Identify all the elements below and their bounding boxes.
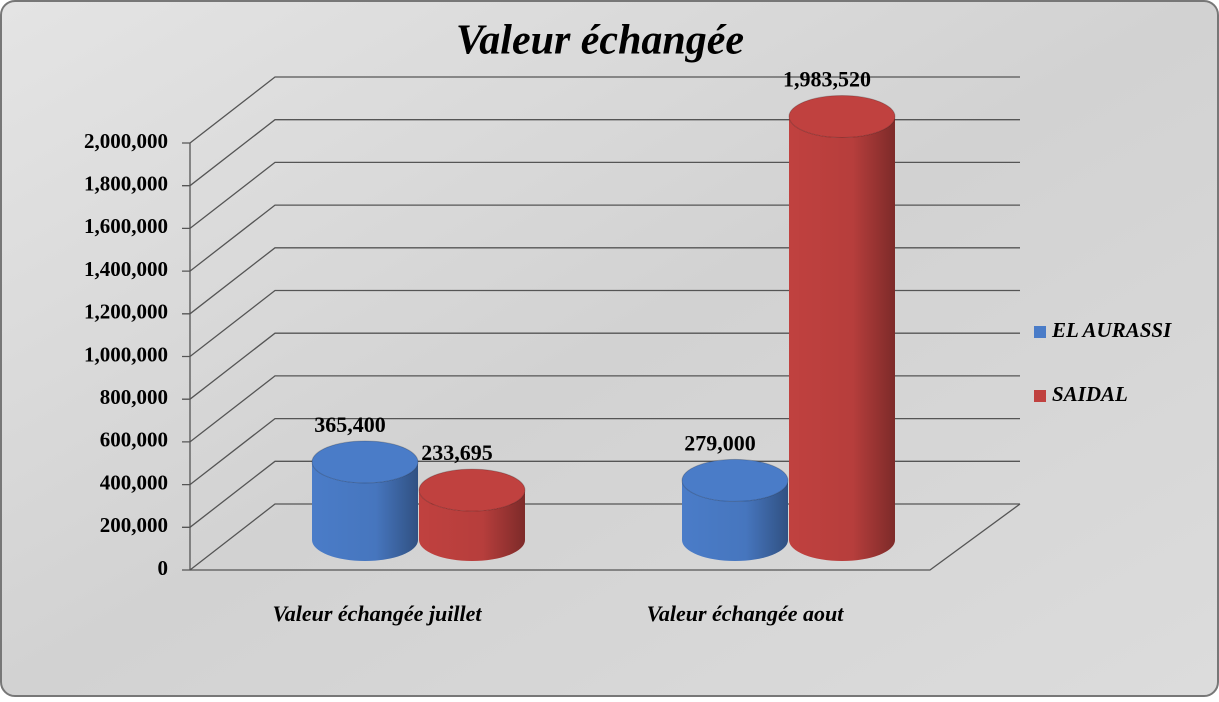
legend-label: SAIDAL bbox=[1052, 382, 1128, 406]
x-tick-label: Valeur échangée aout bbox=[647, 601, 845, 626]
y-tick-label: 1,800,000 bbox=[84, 172, 168, 196]
chart-title: Valeur échangée bbox=[456, 18, 744, 64]
y-tick-label: 200,000 bbox=[100, 513, 168, 537]
value-label: 279,000 bbox=[684, 430, 756, 455]
bar-top bbox=[682, 459, 788, 501]
bar-top bbox=[789, 96, 895, 138]
x-tick-label: Valeur échangée juillet bbox=[273, 601, 483, 626]
y-tick-label: 1,200,000 bbox=[84, 300, 168, 324]
value-label: 233,695 bbox=[421, 440, 493, 465]
y-tick-label: 0 bbox=[158, 556, 169, 580]
bar-top bbox=[312, 441, 418, 483]
y-tick-label: 1,000,000 bbox=[84, 342, 168, 366]
y-tick-label: 1,400,000 bbox=[84, 257, 168, 281]
chart: Valeur échangée 0 200,000 400,000 600,000 80… bbox=[0, 0, 1219, 697]
legend-swatch bbox=[1034, 390, 1046, 402]
y-tick-label: 400,000 bbox=[100, 470, 168, 494]
bar-top bbox=[419, 469, 525, 511]
y-tick-label: 1,600,000 bbox=[84, 214, 168, 238]
value-label: 1,983,520 bbox=[783, 67, 871, 92]
y-tick-label: 800,000 bbox=[100, 385, 168, 409]
y-tick-label: 2,000,000 bbox=[84, 129, 168, 153]
legend-label: EL AURASSI bbox=[1051, 318, 1172, 342]
bar-shade bbox=[789, 117, 895, 561]
legend-swatch bbox=[1034, 326, 1046, 338]
chart-background bbox=[1, 1, 1218, 696]
value-label: 365,400 bbox=[314, 412, 386, 437]
y-tick-label: 600,000 bbox=[100, 428, 168, 452]
